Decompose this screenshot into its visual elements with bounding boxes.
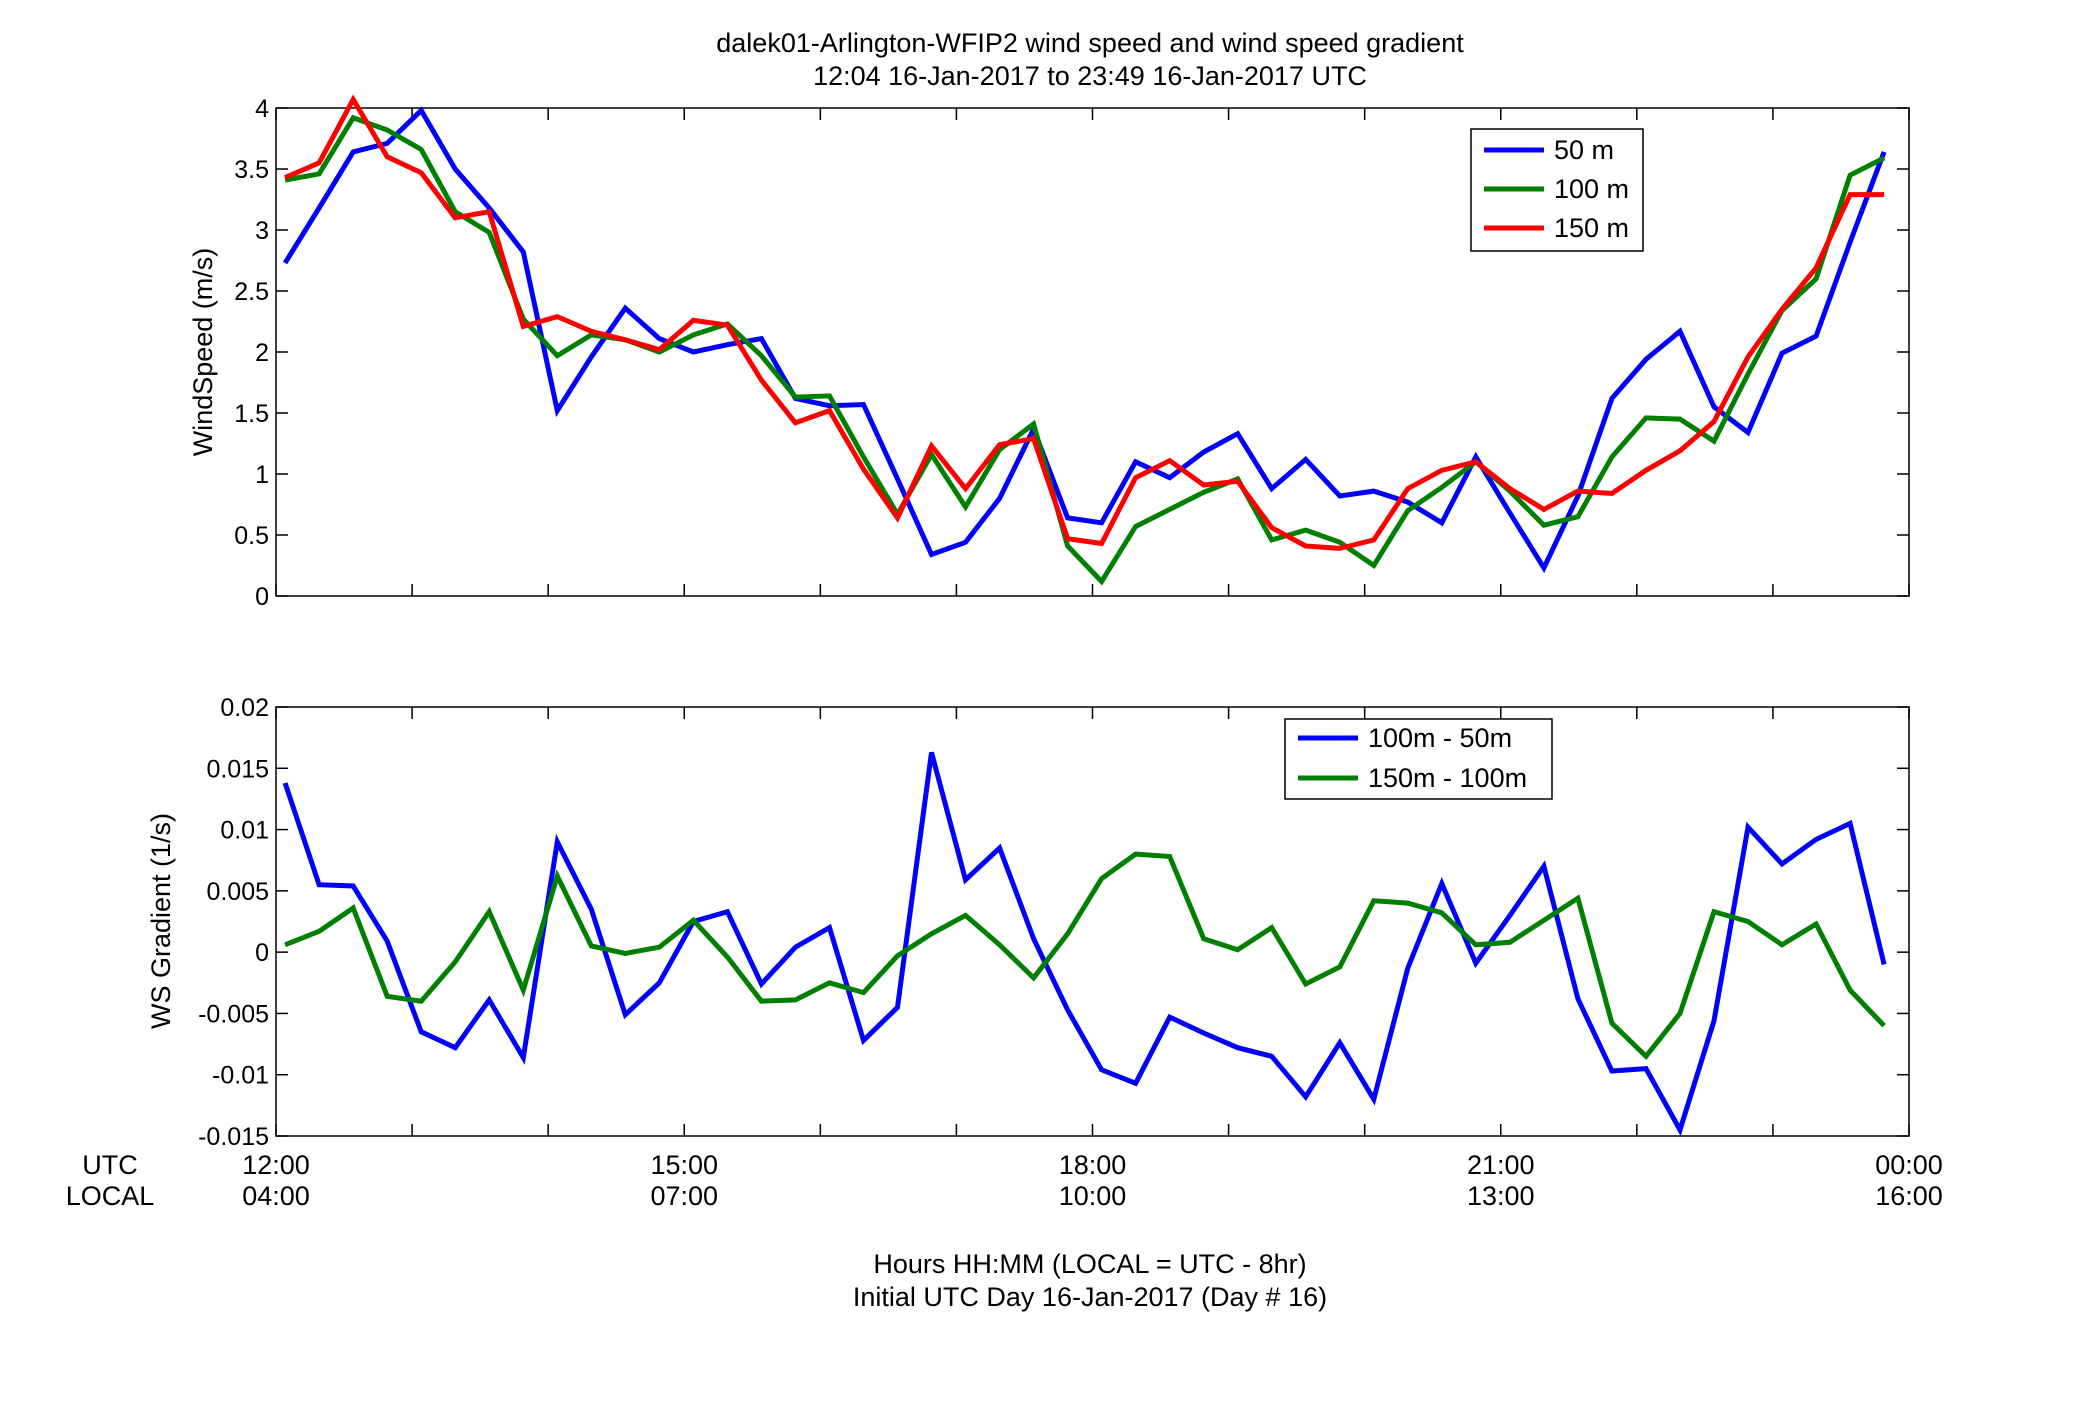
- ws-y-tick-label: 3.5: [234, 156, 269, 184]
- grad-y-tick-label: 0: [255, 939, 269, 967]
- gradient-plot-area: [275, 706, 1910, 1137]
- ws-y-tick-label: 0: [255, 583, 269, 611]
- grad-y-tick-label: 0.02: [220, 694, 269, 722]
- grad-y-tick-label: 0.01: [220, 817, 269, 845]
- ws-y-tick-label: 1: [255, 461, 269, 489]
- ws-y-tick-label: 2.5: [234, 278, 269, 306]
- gradient-y-axis: -0.015 -0.01 -0.005 0 0.005 0.01 0.015 0.02: [198, 694, 1909, 1151]
- grad-y-tick-label: -0.01: [212, 1062, 269, 1090]
- gradient-y-label: WS Gradient (1/s): [146, 813, 176, 1029]
- utc-tick-label: 18:00: [1059, 1150, 1127, 1180]
- windspeed-lines: [282, 94, 1887, 586]
- utc-tick-label: 21:00: [1467, 1150, 1535, 1180]
- grad-y-tick-label: -0.015: [198, 1123, 269, 1151]
- x-axis-label-line2: Initial UTC Day 16-Jan-2017 (Day # 16): [853, 1282, 1327, 1312]
- grad-legend-label: 100m - 50m: [1368, 723, 1512, 753]
- chart-title-line2: 12:04 16-Jan-2017 to 23:49 16-Jan-2017 U…: [813, 61, 1367, 91]
- windspeed-y-axis: 0 0.5 1 1.5 2 2.5 3 3.5 4: [234, 95, 1909, 611]
- local-tick-label: 10:00: [1059, 1181, 1127, 1211]
- ws-legend-label: 50 m: [1554, 135, 1614, 165]
- windspeed-y-label: WindSpeed (m/s): [188, 248, 218, 457]
- gradient-panel: -0.015 -0.01 -0.005 0 0.005 0.01 0.015 0.02 WS …: [146, 694, 1910, 1151]
- local-tick-label: 04:00: [242, 1181, 310, 1211]
- utc-tick-label: 12:00: [242, 1150, 310, 1180]
- ws-y-tick-label: 3: [255, 217, 269, 245]
- ws-y-tick-label: 0.5: [234, 522, 269, 550]
- grad-series-line: [284, 851, 1886, 1061]
- local-tick-label: 16:00: [1875, 1181, 1943, 1211]
- ws-legend-label: 150 m: [1554, 213, 1629, 243]
- grad-y-tick-label: 0.005: [206, 878, 269, 906]
- utc-tick-label: 15:00: [650, 1150, 718, 1180]
- local-tick-label: 13:00: [1467, 1181, 1535, 1211]
- ws-legend-label: 100 m: [1554, 174, 1629, 204]
- grad-y-tick-label: 0.015: [206, 755, 269, 783]
- ws-series-line: [282, 106, 1887, 574]
- local-tick-label: 07:00: [650, 1181, 718, 1211]
- windspeed-legend: 50 m 100 m 150 m: [1470, 128, 1644, 252]
- chart-title-line1: dalek01-Arlington-WFIP2 wind speed and w…: [716, 28, 1464, 58]
- windspeed-panel: 0 0.5 1 1.5 2 2.5 3 3.5 4 WindSpeed (m/s) 50 m 10…: [188, 94, 1910, 611]
- ws-series-line: [284, 94, 1885, 551]
- ws-y-tick-label: 2: [255, 339, 269, 367]
- grad-legend-label: 150m - 100m: [1368, 763, 1527, 793]
- local-row-label: LOCAL: [66, 1181, 155, 1211]
- utc-row-label: UTC: [82, 1150, 138, 1180]
- grad-series-line: [282, 751, 1887, 1137]
- gradient-x-axis: [275, 707, 1910, 1136]
- ws-y-tick-label: 1.5: [234, 400, 269, 428]
- ws-series-line: [284, 114, 1886, 586]
- x-axis-label-line1: Hours HH:MM (LOCAL = UTC - 8hr): [873, 1249, 1306, 1279]
- utc-tick-label: 00:00: [1875, 1150, 1943, 1180]
- ws-y-tick-label: 4: [255, 95, 269, 123]
- gradient-legend-box: [1284, 718, 1553, 800]
- gradient-legend: 100m - 50m 150m - 100m: [1284, 718, 1553, 800]
- gradient-lines: [282, 751, 1887, 1137]
- grad-y-tick-label: -0.005: [198, 1000, 269, 1028]
